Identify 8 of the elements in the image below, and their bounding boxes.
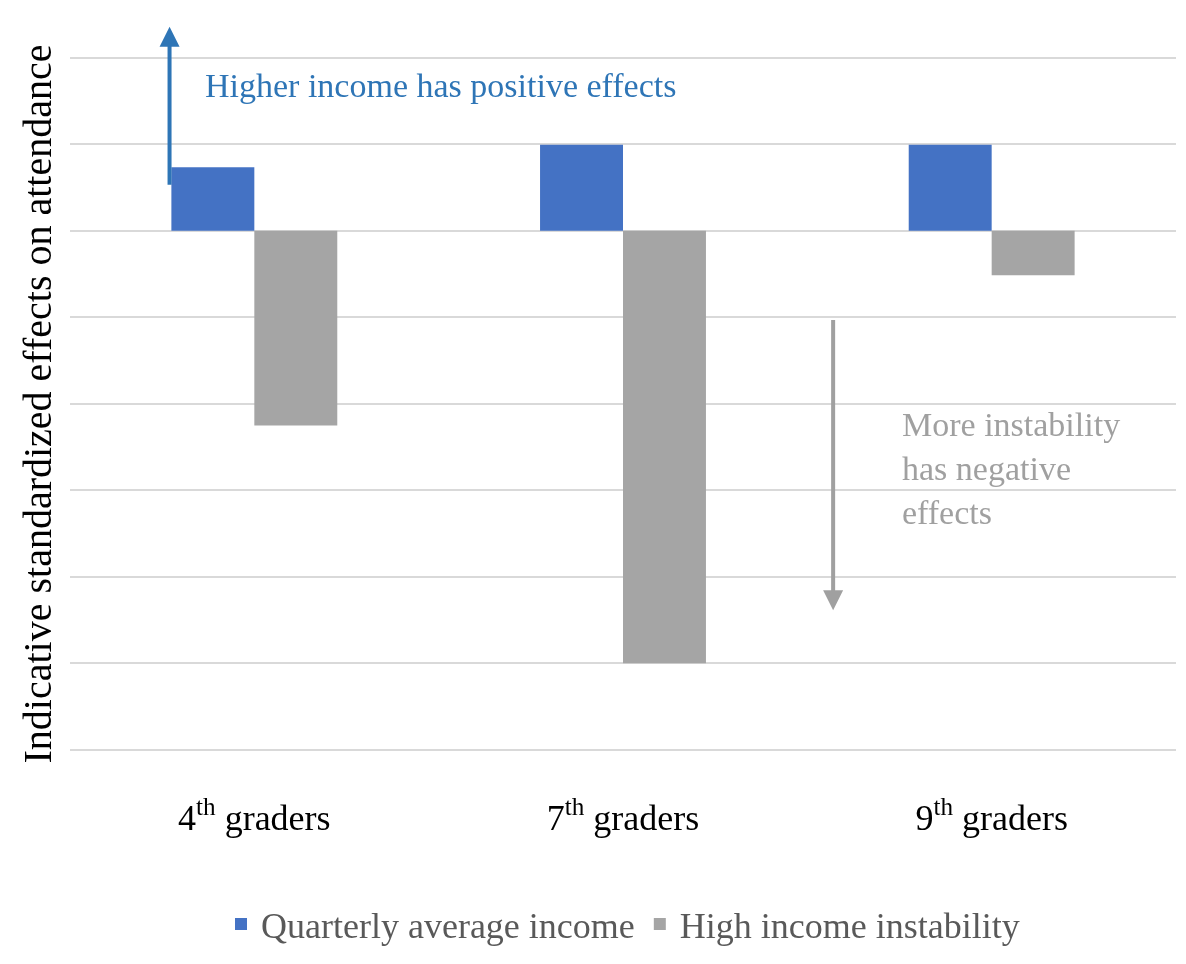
- x-tick-label: 9$^{th}$ graders: [915, 792, 1068, 838]
- legend-label: High income instability: [679, 906, 1020, 947]
- x-tick-label: 7$^{th}$ graders: [546, 792, 700, 838]
- y-axis-title: Indicative standardized effects on attendance: [14, 44, 60, 764]
- legend-label: Quarterly average income: [261, 906, 635, 947]
- text: Higher income has positive effects: [205, 67, 677, 104]
- x-tick-label: 4$^{th}$ graders: [178, 792, 331, 838]
- annotation: More instability has negative effects: [902, 406, 1121, 532]
